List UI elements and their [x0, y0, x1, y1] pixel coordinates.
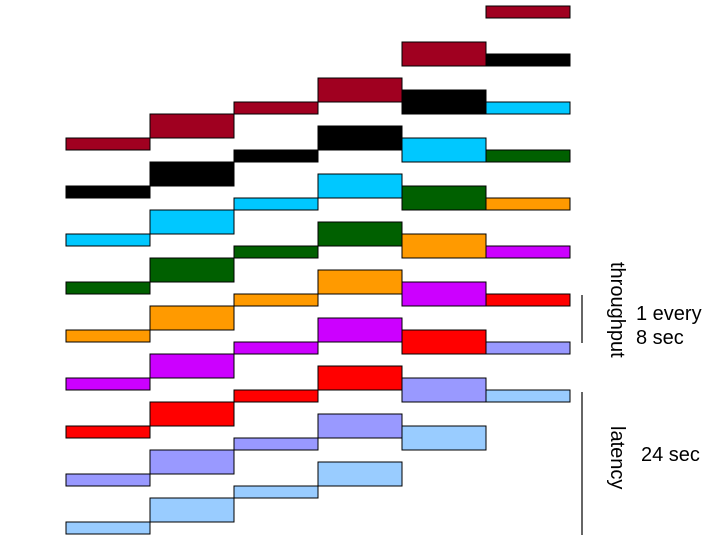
- stage-2-item-8: [149, 449, 235, 475]
- stage-2-item-2: [149, 161, 235, 187]
- stage-6-item-7: [485, 293, 571, 307]
- latency-value: 24 sec: [641, 444, 700, 466]
- stage-1-item-6: [65, 377, 151, 391]
- stage-2-item-7: [149, 401, 235, 427]
- stage-6-item-4: [485, 149, 571, 163]
- stage-2-item-5: [149, 305, 235, 331]
- stage-4-item-4: [317, 221, 403, 247]
- stage-5-item-8: [401, 377, 487, 403]
- stage-3-item-7: [233, 389, 319, 403]
- stage-5-item-2: [401, 89, 487, 115]
- stage-6-item-8: [485, 341, 571, 355]
- stage-3-item-1: [233, 101, 319, 115]
- stage-1-item-4: [65, 281, 151, 295]
- stage-3-item-2: [233, 149, 319, 163]
- stage-1-item-3: [65, 233, 151, 247]
- stage-2-item-6: [149, 353, 235, 379]
- stage-4-item-5: [317, 269, 403, 295]
- stage-5-item-1: [401, 41, 487, 67]
- stage-4-item-2: [317, 125, 403, 151]
- stage-4-item-8: [317, 413, 403, 439]
- stage-2-item-4: [149, 257, 235, 283]
- stage-2-item-9: [149, 497, 235, 523]
- stage-2-item-3: [149, 209, 235, 235]
- stage-5-item-7: [401, 329, 487, 355]
- stage-4-item-1: [317, 77, 403, 103]
- stage-6-item-6: [485, 245, 571, 259]
- stage-1-item-7: [65, 425, 151, 439]
- stage-1-item-2: [65, 185, 151, 199]
- stage-1-item-1: [65, 137, 151, 151]
- stage-3-item-3: [233, 197, 319, 211]
- stage-3-item-4: [233, 245, 319, 259]
- stage-1-item-8: [65, 473, 151, 487]
- stage-4-item-7: [317, 365, 403, 391]
- stage-3-item-5: [233, 293, 319, 307]
- throughput-value: 1 every 8 sec: [636, 302, 702, 350]
- stage-6-item-1: [485, 5, 571, 19]
- stage-3-item-9: [233, 485, 319, 499]
- stage-4-item-9: [317, 461, 403, 487]
- stage-5-item-4: [401, 185, 487, 211]
- throughput-value-line2: 8 sec: [636, 327, 684, 349]
- stage-5-item-3: [401, 137, 487, 163]
- stage-3-item-8: [233, 437, 319, 451]
- stage-5-item-6: [401, 281, 487, 307]
- throughput-label: throughput: [606, 262, 628, 358]
- stage-2-item-1: [149, 113, 235, 139]
- stage-5-item-9: [401, 425, 487, 451]
- stage-1-item-9: [65, 521, 151, 535]
- stage-1-item-5: [65, 329, 151, 343]
- stage-6-item-5: [485, 197, 571, 211]
- stage-4-item-6: [317, 317, 403, 343]
- stage-5-item-5: [401, 233, 487, 259]
- stage-3-item-6: [233, 341, 319, 355]
- latency-label: latency: [606, 426, 628, 490]
- stage-6-item-9: [485, 389, 571, 403]
- throughput-value-line1: 1 every: [636, 303, 702, 325]
- stage-6-item-3: [485, 101, 571, 115]
- pipeline-bars: [65, 5, 571, 535]
- stage-6-item-2: [485, 53, 571, 67]
- stage-4-item-3: [317, 173, 403, 199]
